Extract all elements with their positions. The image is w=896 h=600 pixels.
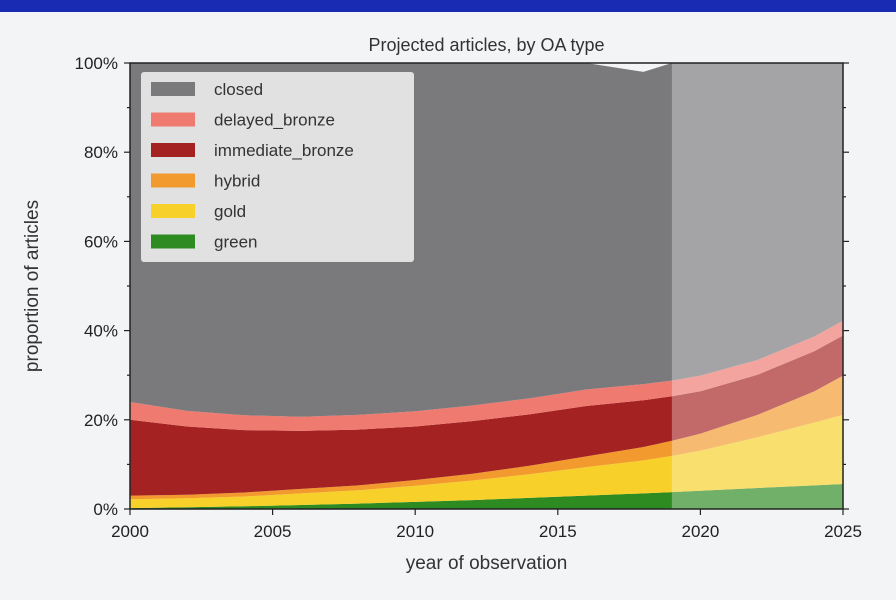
legend-swatch-green: [151, 234, 195, 249]
x-tick-label: 2005: [254, 522, 292, 541]
legend-swatch-gold: [151, 204, 195, 218]
x-tick-label: 2000: [111, 522, 149, 541]
axis-ticks: 0% 20% 40% 60% 80% 100% 2000 2005 2010 2015 2020 20…: [75, 54, 862, 541]
legend-swatch-delayed-bronze: [151, 112, 195, 127]
x-tick-label: 2010: [396, 522, 434, 541]
legend-label-hybrid: hybrid: [214, 172, 260, 191]
x-tick-label: 2020: [681, 522, 719, 541]
y-axis-label: proportion of articles: [22, 200, 43, 372]
area-delayed-bronze: [130, 320, 843, 431]
chart-title: Projected articles, by OA type: [368, 35, 604, 55]
y-tick-label: 80%: [84, 143, 118, 162]
area-green: [130, 484, 843, 509]
x-tick-label: 2025: [824, 522, 862, 541]
legend-box: [141, 72, 414, 262]
projection-overlay: [671, 63, 843, 509]
area-immediate-bronze: [130, 335, 843, 496]
legend-label-green: green: [214, 233, 257, 252]
legend-swatch-closed: [151, 82, 195, 96]
legend: closed delayed_bronze immediate_bronzehybr…: [141, 72, 414, 262]
y-tick-label: 60%: [84, 232, 118, 251]
y-tick-label: 20%: [84, 411, 118, 430]
y-tick-label: 100%: [75, 54, 118, 73]
x-tick-label: 2015: [539, 522, 577, 541]
legend-label-immediate-bronze: immediate_bronze: [214, 141, 354, 160]
legend-swatch-immediate-bronze: [151, 143, 195, 157]
y-tick-label: 0%: [93, 500, 118, 519]
y-tick-label: 40%: [84, 322, 118, 341]
x-axis-label: year of observation: [406, 553, 568, 574]
legend-label-closed: closed: [214, 80, 263, 99]
legend-swatch-hybrid: [151, 173, 195, 188]
area-hybrid: [130, 375, 843, 500]
legend-label-gold: gold: [214, 202, 246, 221]
legend-label-delayed-bronze: delayed_bronze: [214, 111, 335, 130]
top-border: [0, 0, 896, 12]
area-gold: [130, 414, 843, 509]
